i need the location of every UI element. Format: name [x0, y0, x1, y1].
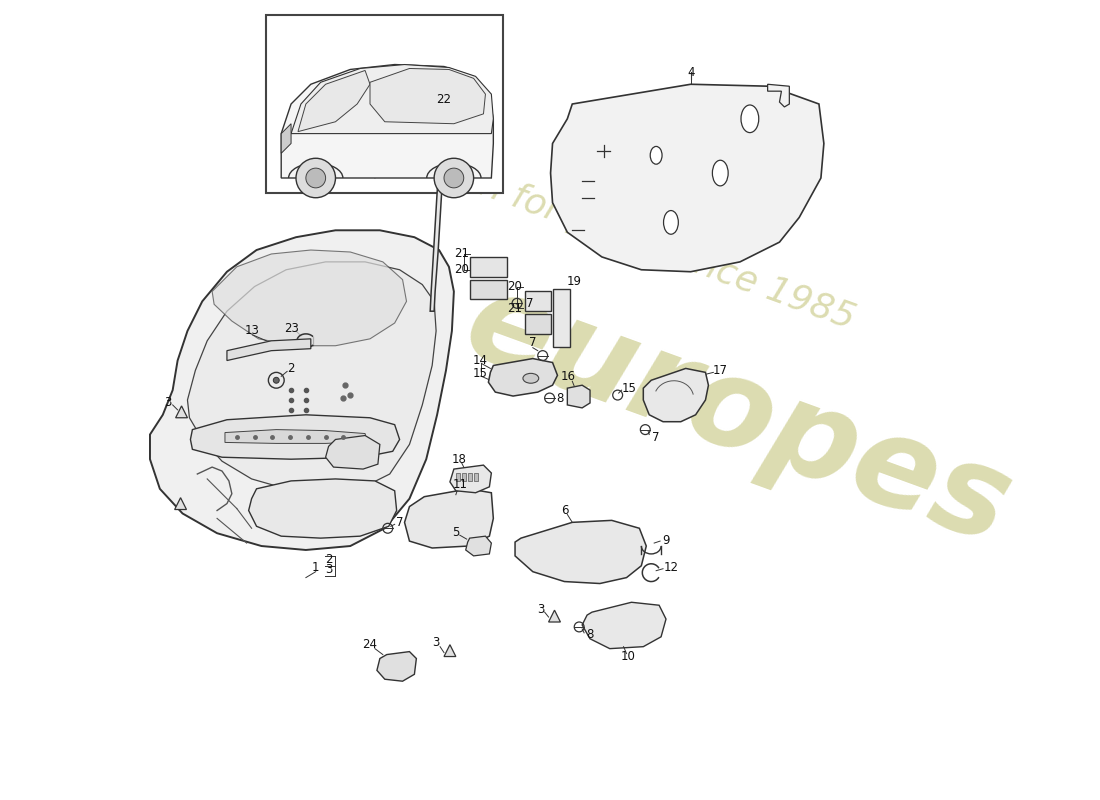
Circle shape [296, 158, 336, 198]
Ellipse shape [741, 105, 759, 133]
Text: 4: 4 [686, 66, 694, 79]
Text: 3: 3 [537, 602, 544, 616]
Polygon shape [187, 262, 436, 493]
Polygon shape [405, 489, 493, 548]
Circle shape [434, 158, 474, 198]
Text: 8: 8 [586, 628, 594, 642]
Ellipse shape [522, 374, 539, 383]
Text: 15: 15 [473, 367, 488, 380]
Polygon shape [249, 479, 397, 538]
Text: a passion for parts since 1985: a passion for parts since 1985 [334, 117, 859, 336]
Text: 18: 18 [451, 453, 466, 466]
Polygon shape [176, 406, 187, 418]
Text: 14: 14 [473, 354, 488, 367]
Text: 21: 21 [454, 247, 470, 261]
Text: europes: europes [450, 262, 1026, 570]
Circle shape [273, 378, 279, 383]
Text: 5: 5 [452, 526, 460, 538]
Text: 24: 24 [363, 638, 377, 651]
Text: 11: 11 [452, 478, 468, 491]
Text: 23: 23 [284, 322, 298, 335]
Bar [462, 473, 465, 481]
Circle shape [306, 168, 326, 188]
Polygon shape [298, 70, 370, 132]
Polygon shape [282, 124, 292, 154]
Ellipse shape [650, 146, 662, 164]
Text: 7: 7 [529, 336, 537, 350]
Bar [468, 473, 472, 481]
Polygon shape [549, 610, 560, 622]
Circle shape [444, 168, 464, 188]
Polygon shape [377, 652, 417, 682]
Text: 9: 9 [662, 534, 670, 546]
Polygon shape [582, 602, 665, 649]
Polygon shape [568, 385, 590, 408]
Text: 7: 7 [396, 516, 404, 529]
Bar [455, 473, 460, 481]
Polygon shape [190, 415, 399, 459]
Text: 22: 22 [437, 93, 451, 106]
Polygon shape [488, 358, 558, 396]
Polygon shape [150, 230, 454, 550]
Text: 3: 3 [432, 636, 440, 650]
Polygon shape [292, 65, 493, 134]
Text: 21: 21 [507, 302, 522, 314]
Text: 3: 3 [324, 563, 332, 576]
Text: 20: 20 [454, 263, 470, 276]
Polygon shape [450, 465, 492, 493]
Text: 15: 15 [623, 382, 637, 394]
Polygon shape [212, 250, 407, 346]
Text: 7: 7 [526, 297, 534, 310]
Text: 6: 6 [561, 504, 568, 517]
Bar [470, 257, 507, 277]
Polygon shape [768, 84, 790, 107]
Polygon shape [551, 84, 824, 272]
Polygon shape [227, 339, 311, 361]
Bar [266, 15, 503, 193]
Text: 16: 16 [561, 370, 575, 383]
Text: 20: 20 [507, 280, 522, 293]
Polygon shape [444, 645, 455, 657]
Polygon shape [226, 430, 367, 443]
Text: 3: 3 [164, 397, 172, 410]
Polygon shape [282, 65, 493, 178]
Polygon shape [430, 109, 446, 311]
Polygon shape [175, 498, 187, 510]
Text: 13: 13 [245, 325, 260, 338]
Bar [470, 280, 507, 299]
Polygon shape [326, 435, 379, 469]
Bar [552, 290, 570, 346]
Polygon shape [465, 536, 492, 556]
Ellipse shape [663, 210, 679, 234]
Text: 12: 12 [663, 562, 679, 574]
Text: 7: 7 [652, 431, 660, 444]
Ellipse shape [713, 160, 728, 186]
Bar [525, 314, 551, 334]
Bar [525, 291, 551, 311]
Text: 8: 8 [557, 391, 564, 405]
Polygon shape [515, 520, 647, 583]
Text: 2: 2 [287, 362, 295, 375]
Text: 2: 2 [324, 554, 332, 566]
Text: 10: 10 [621, 650, 636, 663]
Text: 17: 17 [713, 364, 728, 377]
Text: 19: 19 [566, 275, 582, 288]
Text: 1: 1 [312, 562, 319, 574]
Polygon shape [644, 369, 708, 422]
Bar [474, 473, 477, 481]
Polygon shape [370, 69, 485, 124]
